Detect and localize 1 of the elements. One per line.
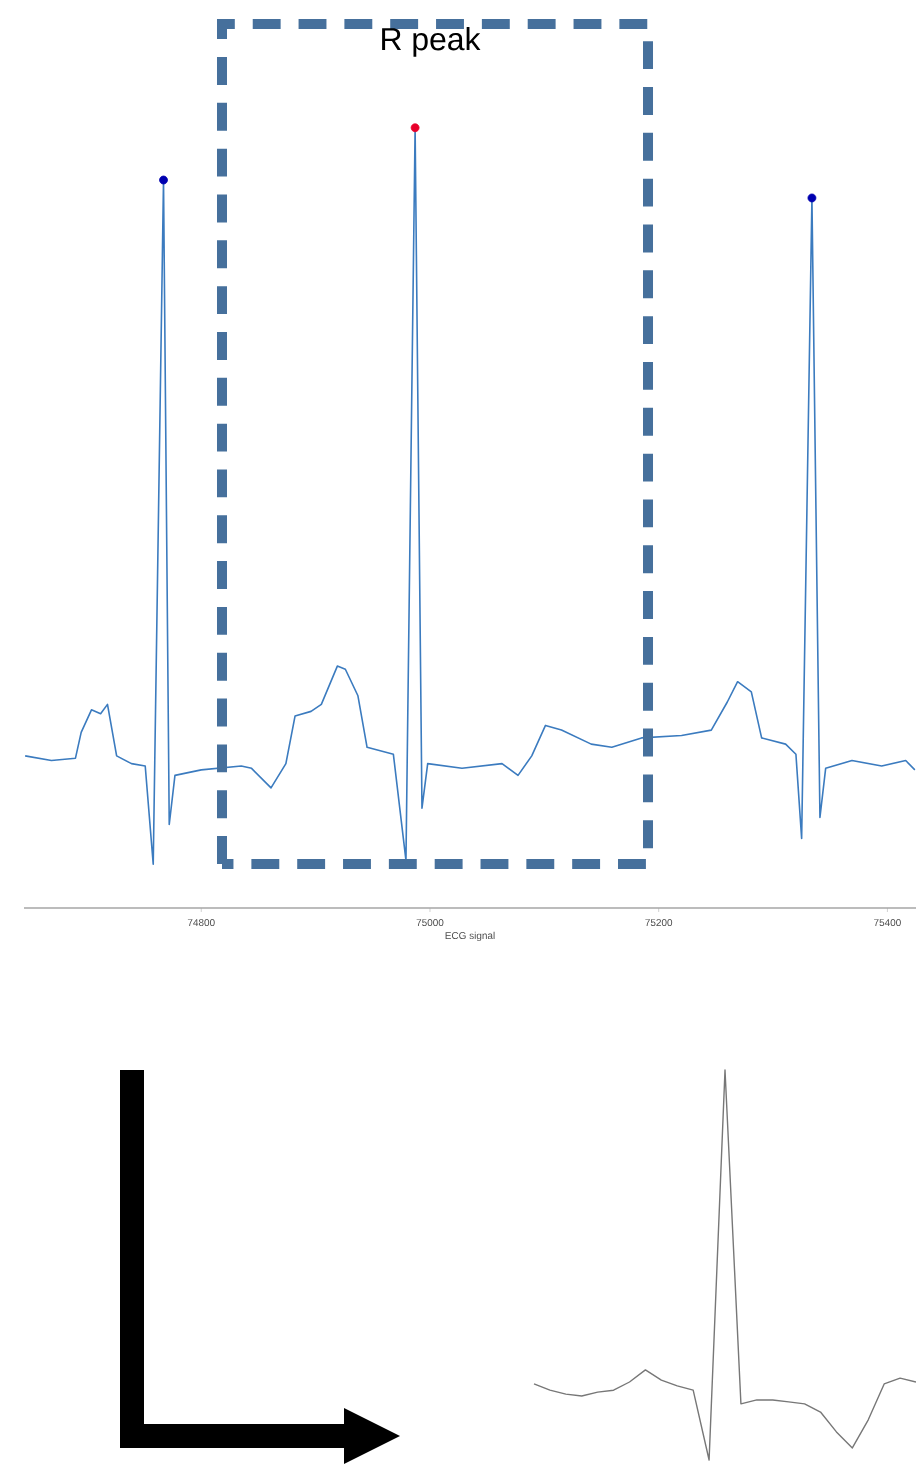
text: R peak (382, 27, 481, 57)
